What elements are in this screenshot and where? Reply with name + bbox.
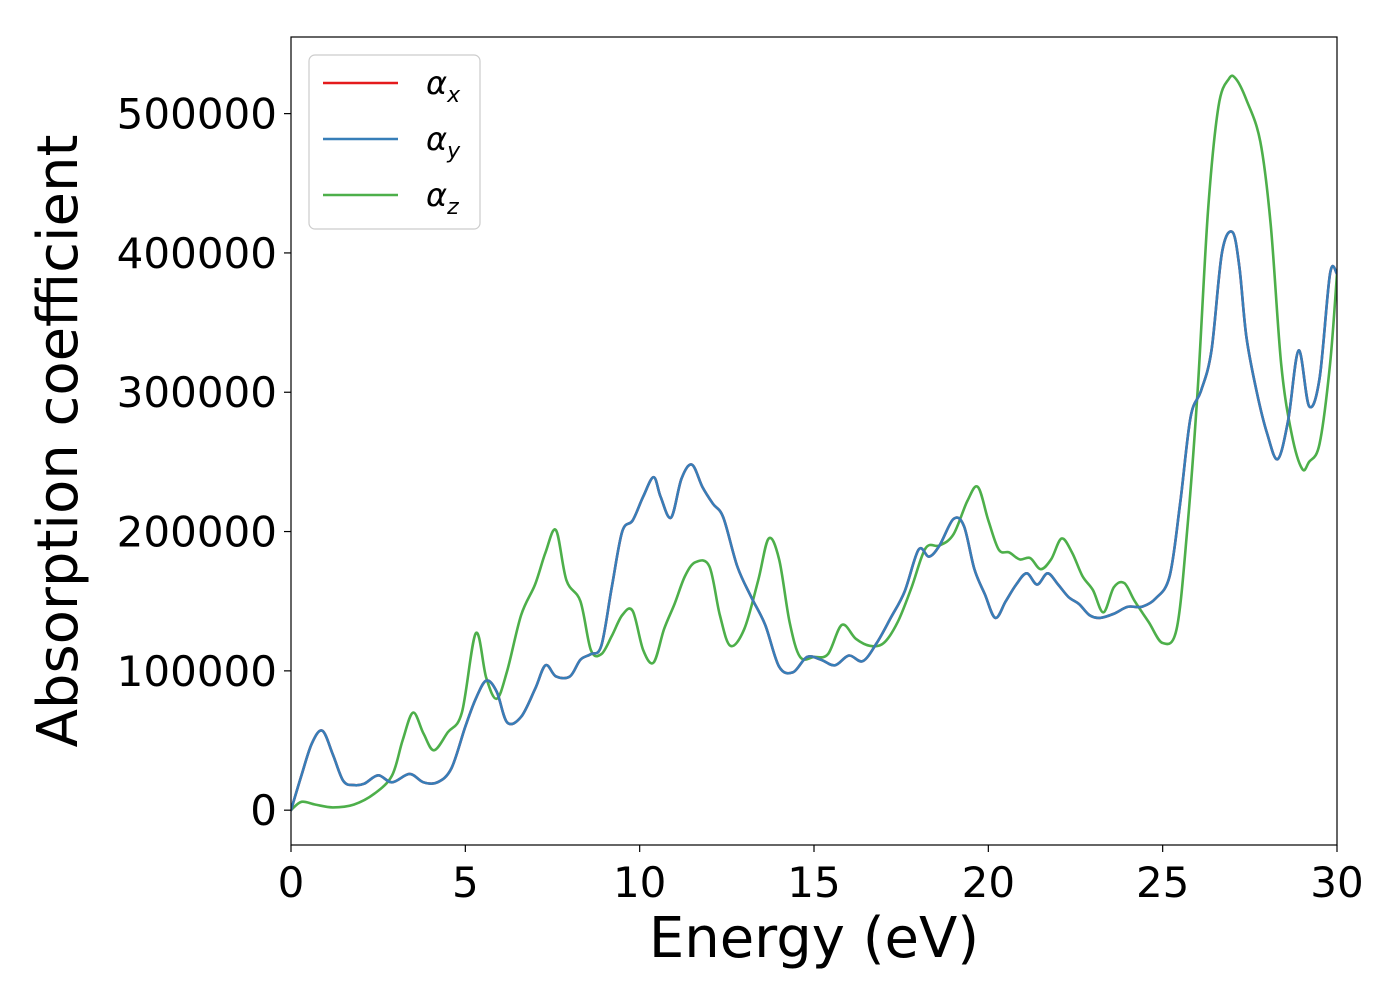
y-tick-label: 500000	[117, 90, 277, 139]
series-clip-group	[291, 74, 1337, 812]
x-tick-label: 30	[1310, 858, 1363, 907]
series-line-alpha-y	[291, 230, 1337, 812]
legend-box	[308, 54, 481, 230]
y-tick-label: 100000	[117, 647, 277, 696]
x-tick-label: 5	[452, 858, 479, 907]
x-tick-label: 20	[962, 858, 1015, 907]
y-tick-label: 300000	[117, 368, 277, 417]
x-axis-title: Energy (eV)	[649, 906, 979, 971]
series-line-alpha-z	[291, 74, 1337, 812]
x-tick-label: 25	[1136, 858, 1189, 907]
x-axis: 0 5 10 15 20 25 30	[278, 845, 1364, 907]
y-tick-label: 400000	[117, 229, 277, 278]
y-tick-label: 0	[250, 786, 277, 835]
series-layer	[291, 74, 1337, 812]
y-axis-title: Absorption coefficient	[26, 135, 91, 748]
series-line-alpha-x	[291, 230, 1337, 812]
y-axis: 0 100000 200000 300000 400000 500000	[117, 90, 291, 835]
x-tick-label: 15	[787, 858, 840, 907]
x-tick-label: 10	[613, 858, 666, 907]
x-tick-label: 0	[278, 858, 305, 907]
y-tick-label: 200000	[117, 508, 277, 557]
